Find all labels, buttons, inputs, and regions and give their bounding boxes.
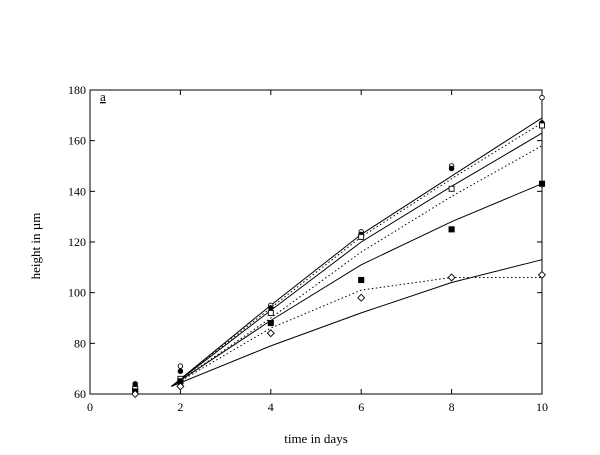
marker-open-square-4 bbox=[358, 233, 365, 240]
marker-filled-circle-5 bbox=[448, 165, 455, 172]
marker-open-diamond-3 bbox=[266, 329, 275, 338]
marker-filled-square-5 bbox=[448, 226, 455, 233]
marker-open-diamond-6 bbox=[537, 270, 547, 279]
data-markers bbox=[131, 94, 547, 399]
x-tick-label: 4 bbox=[268, 400, 274, 414]
panel-label: a bbox=[100, 89, 106, 104]
fit-line-6-dotted bbox=[171, 277, 542, 387]
fit-line-3-solid bbox=[171, 132, 543, 387]
marker-filled-circle-3 bbox=[268, 305, 274, 311]
y-tick-label: 80 bbox=[74, 336, 86, 350]
plot-border bbox=[89, 89, 543, 395]
y-axis-ticks: 60 80 100 120 140 160 180 bbox=[68, 83, 542, 401]
x-tick-label: 10 bbox=[536, 400, 548, 414]
marker-filled-square-4 bbox=[358, 276, 365, 284]
y-tick-label: 100 bbox=[68, 286, 86, 300]
marker-filled-square-6 bbox=[538, 180, 546, 187]
y-tick-label: 120 bbox=[68, 235, 86, 249]
x-tick-label: 6 bbox=[358, 400, 364, 414]
marker-open-square-5 bbox=[448, 185, 455, 192]
fit-line-1-solid bbox=[171, 117, 543, 387]
marker-filled-circle-1 bbox=[132, 381, 138, 387]
y-tick-label: 180 bbox=[68, 83, 86, 97]
marker-open-circle-2 bbox=[177, 363, 184, 369]
fit-line-7-solid bbox=[171, 259, 543, 387]
x-axis-title: time in days bbox=[284, 431, 348, 446]
marker-open-diamond-4 bbox=[357, 293, 366, 302]
y-tick-label: 140 bbox=[68, 184, 86, 198]
marker-open-circle-6 bbox=[539, 94, 545, 101]
fit-lines bbox=[171, 117, 543, 387]
y-tick-label: 60 bbox=[74, 387, 86, 401]
plot-frame bbox=[89, 89, 543, 395]
marker-open-diamond-2 bbox=[176, 382, 185, 391]
marker-filled-circle-2 bbox=[177, 368, 184, 374]
marker-filled-square-3 bbox=[267, 320, 274, 327]
marker-open-diamond-5 bbox=[447, 273, 456, 282]
y-axis-title: height in µm bbox=[28, 213, 43, 280]
fit-line-2-dotted bbox=[171, 122, 543, 387]
x-tick-label: 8 bbox=[449, 400, 455, 414]
x-tick-label: 0 bbox=[87, 400, 93, 414]
x-tick-label: 2 bbox=[177, 400, 183, 414]
marker-open-diamond-1 bbox=[131, 389, 140, 399]
marker-open-square-6 bbox=[539, 122, 545, 129]
fit-line-4-dotted bbox=[171, 145, 543, 387]
marker-open-square-3 bbox=[267, 309, 274, 316]
y-tick-label: 160 bbox=[68, 134, 86, 148]
x-axis-ticks: 0 2 4 6 8 10 bbox=[87, 90, 548, 414]
fit-line-5-solid bbox=[171, 183, 543, 387]
